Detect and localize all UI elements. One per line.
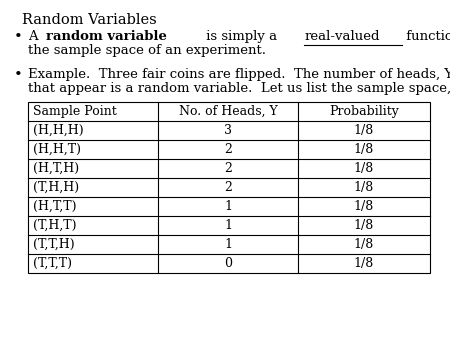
Text: 1/8: 1/8 — [354, 124, 374, 137]
Text: 1: 1 — [224, 200, 232, 213]
Text: the sample space of an experiment.: the sample space of an experiment. — [28, 44, 266, 57]
Text: •: • — [14, 68, 23, 82]
Text: A: A — [28, 30, 42, 43]
Text: function defined on: function defined on — [402, 30, 450, 43]
Text: 1/8: 1/8 — [354, 181, 374, 194]
Text: (T,H,T): (T,H,T) — [33, 219, 76, 232]
Text: 2: 2 — [224, 162, 232, 175]
Text: 1: 1 — [224, 238, 232, 251]
Text: No. of Heads, Y: No. of Heads, Y — [179, 105, 277, 118]
Text: •: • — [14, 30, 23, 44]
Text: Sample Point: Sample Point — [33, 105, 117, 118]
Text: 2: 2 — [224, 181, 232, 194]
Text: is simply a: is simply a — [202, 30, 281, 43]
Text: 3: 3 — [224, 124, 232, 137]
Text: (H,T,H): (H,T,H) — [33, 162, 79, 175]
Text: (H,H,T): (H,H,T) — [33, 143, 81, 156]
Bar — [28, 102, 430, 273]
Text: Random Variables: Random Variables — [22, 13, 157, 27]
Text: 1/8: 1/8 — [354, 238, 374, 251]
Text: (T,T,H): (T,T,H) — [33, 238, 75, 251]
Text: (T,T,T): (T,T,T) — [33, 257, 72, 270]
Text: random variable: random variable — [46, 30, 167, 43]
Text: 1/8: 1/8 — [354, 257, 374, 270]
Text: 1/8: 1/8 — [354, 200, 374, 213]
Text: (H,H,H): (H,H,H) — [33, 124, 84, 137]
Text: 1/8: 1/8 — [354, 162, 374, 175]
Text: 1/8: 1/8 — [354, 219, 374, 232]
Text: (T,H,H): (T,H,H) — [33, 181, 79, 194]
Text: 1: 1 — [224, 219, 232, 232]
Text: 2: 2 — [224, 143, 232, 156]
Text: 1/8: 1/8 — [354, 143, 374, 156]
Text: that appear is a random variable.  Let us list the sample space, S.: that appear is a random variable. Let us… — [28, 82, 450, 95]
Text: real-valued: real-valued — [304, 30, 380, 43]
Text: Probability: Probability — [329, 105, 399, 118]
Text: (H,T,T): (H,T,T) — [33, 200, 76, 213]
Text: 0: 0 — [224, 257, 232, 270]
Text: Example.  Three fair coins are flipped.  The number of heads, Y,: Example. Three fair coins are flipped. T… — [28, 68, 450, 81]
